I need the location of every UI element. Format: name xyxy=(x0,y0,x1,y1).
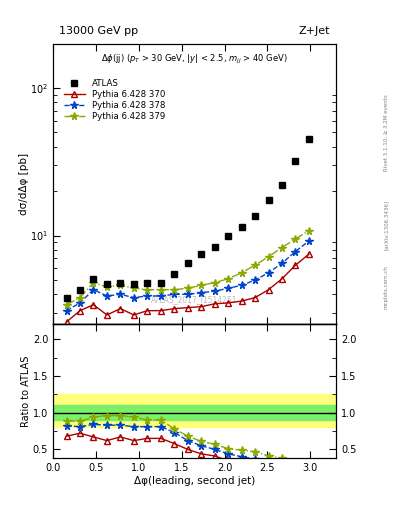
Text: ATLAS_2017_I1514251: ATLAS_2017_I1514251 xyxy=(151,295,238,304)
Y-axis label: dσ/dΔφ [pb]: dσ/dΔφ [pb] xyxy=(19,153,29,215)
Text: $\Delta\phi$(jj) ($p_T$ > 30 GeV, $|y|$ < 2.5, $m_{jj}$ > 40 GeV): $\Delta\phi$(jj) ($p_T$ > 30 GeV, $|y|$ … xyxy=(101,53,288,67)
Y-axis label: Ratio to ATLAS: Ratio to ATLAS xyxy=(22,356,31,427)
Bar xyxy=(53,394,336,428)
Text: mcplots.cern.ch: mcplots.cern.ch xyxy=(384,265,388,309)
Text: 13000 GeV pp: 13000 GeV pp xyxy=(59,27,138,36)
Legend: ATLAS, Pythia 6.428 370, Pythia 6.428 378, Pythia 6.428 379: ATLAS, Pythia 6.428 370, Pythia 6.428 37… xyxy=(60,76,169,124)
X-axis label: Δφ(leading, second jet): Δφ(leading, second jet) xyxy=(134,476,255,486)
Text: [arXiv:1306.3436]: [arXiv:1306.3436] xyxy=(384,200,388,250)
Text: Z+Jet: Z+Jet xyxy=(299,27,331,36)
Bar xyxy=(53,406,336,420)
Text: Rivet 3.1.10, ≥ 3.2M events: Rivet 3.1.10, ≥ 3.2M events xyxy=(384,95,388,172)
